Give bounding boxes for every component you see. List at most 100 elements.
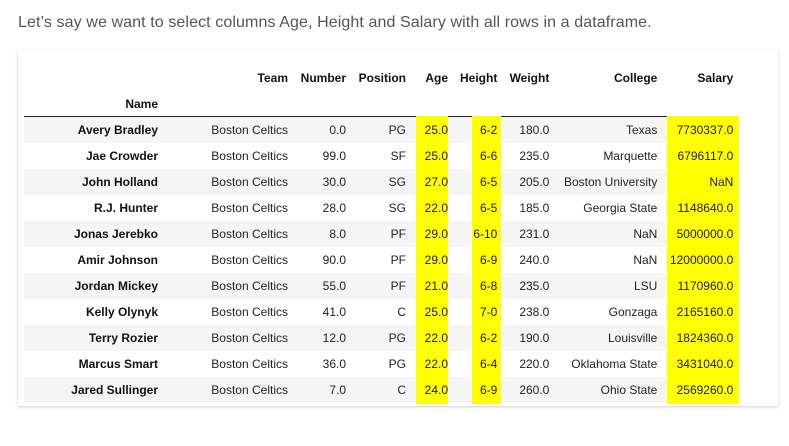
cell-height-value: 6-8	[480, 279, 498, 293]
cell-team: Boston Celtics	[211, 123, 288, 137]
header-college: College	[614, 71, 658, 85]
cell-age-value: 21.0	[424, 279, 448, 293]
cell-position: SG	[388, 201, 406, 215]
row-index-name: Jordan Mickey	[74, 279, 158, 293]
cell-team: Boston Celtics	[211, 331, 288, 345]
cell-college: Ohio State	[600, 383, 658, 397]
cell-position: PF	[390, 279, 406, 293]
cell-number: 99.0	[322, 149, 346, 163]
cell-salary-value: 2569260.0	[676, 383, 734, 397]
cell-age-value: 22.0	[424, 201, 448, 215]
table-row: Terry Rozier Boston Celtics 12.0 PG 22.0 6-2 1…	[24, 324, 740, 352]
row-index-name: Amir Johnson	[77, 253, 158, 267]
cell-height-value: 6-9	[480, 253, 498, 267]
cell-college: Louisville	[607, 331, 658, 345]
cell-age: 24.0	[412, 376, 454, 404]
cell-position: SG	[388, 175, 406, 189]
dataframe-table: Team Number Position Age Height Weight C…	[24, 64, 740, 404]
column-header-row: Team Number Position Age Height Weight C…	[24, 64, 739, 92]
row-index-name: Jae Crowder	[85, 149, 158, 163]
cell-salary: NaN	[663, 168, 740, 196]
cell-weight: 190.0	[519, 331, 550, 345]
header-weight: Weight	[509, 71, 550, 85]
cell-age-value: 24.0	[424, 383, 448, 397]
row-index-name: R.J. Hunter	[93, 201, 158, 215]
table-row: Jae Crowder Boston Celtics 99.0 SF 25.0 6-6 23…	[24, 142, 740, 170]
cell-height: 6-5	[454, 194, 503, 222]
cell-salary: 1824360.0	[663, 324, 740, 352]
table-row: Jonas Jerebko Boston Celtics 8.0 PF 29.0 6-10…	[24, 220, 740, 248]
row-index-name: Jared Sullinger	[71, 383, 158, 397]
cell-age-value: 22.0	[424, 331, 448, 345]
cell-weight: 235.0	[519, 279, 550, 293]
header-team: Team	[257, 71, 288, 85]
cell-height: 6-8	[454, 272, 503, 300]
cell-college: LSU	[634, 279, 658, 293]
cell-height-value: 6-9	[480, 383, 498, 397]
cell-salary-value: 12000000.0	[669, 253, 734, 267]
table-row: Marcus Smart Boston Celtics 36.0 PG 22.0 6-4 2…	[24, 350, 740, 378]
cell-number: 12.0	[322, 331, 346, 345]
cell-age-value: 25.0	[424, 149, 448, 163]
row-index-name: Kelly Olynyk	[85, 305, 158, 319]
cell-height-value: 7-0	[480, 305, 498, 319]
cell-age: 29.0	[412, 220, 454, 248]
cell-position: SF	[390, 149, 406, 163]
cell-team: Boston Celtics	[211, 201, 288, 215]
cell-college: Boston University	[563, 175, 658, 189]
table-row: Jordan Mickey Boston Celtics 55.0 PF 21.0 6-8…	[24, 272, 740, 300]
cell-weight: 235.0	[519, 149, 550, 163]
cell-team: Boston Celtics	[211, 357, 288, 371]
cell-position: PF	[390, 253, 406, 267]
cell-team: Boston Celtics	[211, 383, 288, 397]
cell-number: 90.0	[322, 253, 346, 267]
cell-college: NaN	[633, 227, 658, 241]
cell-salary: 3431040.0	[663, 350, 740, 378]
cell-height: 6-4	[454, 350, 503, 378]
cell-height: 6-2	[454, 115, 503, 143]
cell-height: 6-5	[454, 168, 503, 196]
cell-weight: 260.0	[519, 383, 550, 397]
table-row: Amir Johnson Boston Celtics 90.0 PF 29.0 6-9 2…	[24, 246, 740, 274]
cell-age: 22.0	[412, 350, 454, 378]
cell-age: 22.0	[412, 324, 454, 352]
cell-salary-value: 5000000.0	[676, 227, 734, 241]
cell-salary: 2569260.0	[663, 376, 740, 404]
cell-salary-value: 1170960.0	[677, 279, 734, 293]
cell-height-value: 6-4	[480, 357, 498, 371]
index-header-row: Name	[24, 92, 740, 117]
cell-salary: 2165160.0	[663, 298, 740, 326]
cell-weight: 240.0	[519, 253, 550, 267]
index-name-header: Name	[24, 92, 164, 117]
cell-height: 6-10	[454, 220, 503, 248]
cell-age: 25.0	[412, 298, 454, 326]
cell-salary-value: 7730337.0	[676, 123, 734, 137]
cell-height-value: 6-10	[473, 227, 498, 241]
cell-number: 30.0	[322, 175, 346, 189]
cell-team: Boston Celtics	[211, 253, 288, 267]
table-row: Kelly Olynyk Boston Celtics 41.0 C 25.0 7-0 23…	[24, 298, 740, 326]
cell-salary: 1148640.0	[663, 194, 740, 222]
cell-height: 6-2	[454, 324, 503, 352]
cell-height-value: 6-6	[480, 149, 498, 163]
cell-age-value: 29.0	[424, 227, 448, 241]
cell-team: Boston Celtics	[211, 227, 288, 241]
table-row: Jared Sullinger Boston Celtics 7.0 C 24.0 6-9…	[24, 376, 740, 404]
cell-number: 55.0	[322, 279, 346, 293]
cell-height: 7-0	[454, 298, 503, 326]
cell-salary-value: 6796117.0	[677, 149, 734, 163]
cell-age: 22.0	[412, 194, 454, 222]
cell-age: 25.0	[412, 142, 454, 170]
cell-weight: 180.0	[519, 123, 550, 137]
cell-number: 8.0	[329, 227, 346, 241]
cell-salary: 7730337.0	[663, 115, 740, 143]
cell-age: 29.0	[412, 246, 454, 274]
row-index-name: Jonas Jerebko	[73, 227, 158, 241]
cell-height-value: 6-5	[480, 201, 498, 215]
header-salary: Salary	[697, 71, 734, 85]
cell-position: C	[397, 305, 406, 319]
cell-position: C	[397, 383, 406, 397]
cell-college: NaN	[633, 253, 658, 267]
header-position: Position	[358, 71, 406, 85]
cell-height-value: 6-5	[480, 175, 498, 189]
